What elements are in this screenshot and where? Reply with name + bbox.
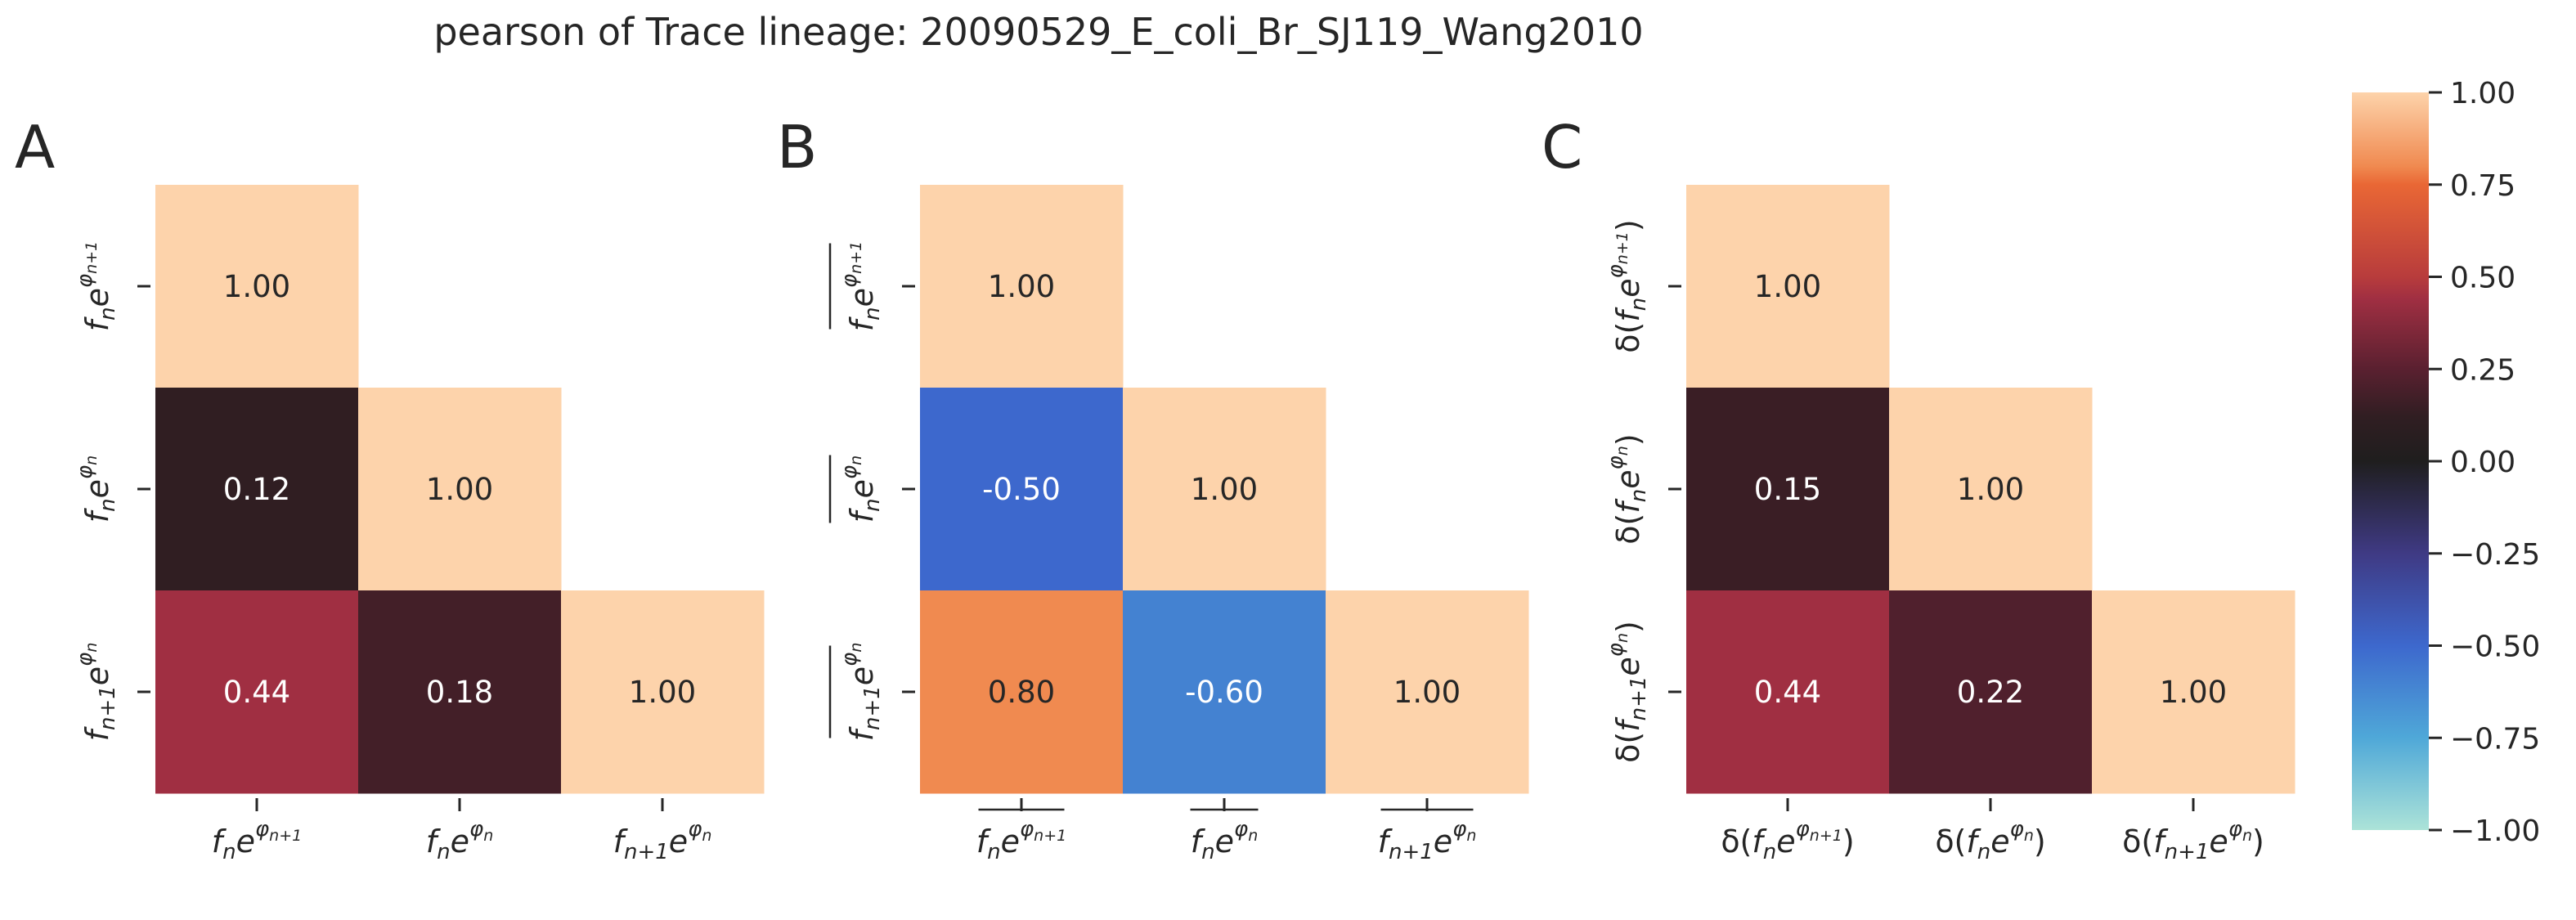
- heatmap-cell: [155, 185, 359, 388]
- svg-text:fneφn+1: fneφn+1: [837, 241, 885, 331]
- heatmap-cell: [1326, 590, 1529, 794]
- cell-value-label: 0.12: [223, 472, 290, 507]
- heatmap-cell: [1889, 590, 2093, 794]
- y-tick-label: fneφn: [828, 455, 885, 523]
- heatmap-cell: [1889, 388, 2093, 591]
- heatmap-cell: [358, 590, 562, 794]
- colorbar-tick-label: −0.25: [2450, 538, 2540, 572]
- heatmap-cell: [920, 590, 1124, 794]
- panel-label: C: [1542, 113, 1582, 182]
- x-tick-label: fn+1eφn: [613, 817, 712, 864]
- x-tick-label: δ(fneφn+1): [1721, 817, 1854, 864]
- y-tick-label: fneφn+1: [73, 241, 120, 331]
- heatmap-cell: [1123, 388, 1326, 591]
- svg-text:fn+1eφn: fn+1eφn: [837, 643, 885, 742]
- cell-value-label: 1.00: [1754, 269, 1821, 304]
- heatmap-cell: [1686, 388, 1890, 591]
- y-tick-label: fneφn: [73, 456, 120, 523]
- cell-value-label: 1.00: [1393, 675, 1461, 710]
- heatmap-cell: [1686, 590, 1890, 794]
- svg-text:fn+1eφn: fn+1eφn: [73, 643, 120, 742]
- svg-text:δ(fneφn+1): δ(fneφn+1): [1721, 817, 1854, 864]
- cell-value-label: 1.00: [629, 675, 696, 710]
- colorbar-tick-label: 0.75: [2450, 169, 2515, 203]
- heatmap-cell: [2092, 590, 2296, 794]
- heatmap-cell: [920, 185, 1124, 388]
- cell-value-label: 0.15: [1754, 472, 1821, 507]
- x-tick-label: fneφn+1: [976, 808, 1066, 864]
- svg-text:δ(fn+1eφn): δ(fn+1eφn): [1604, 621, 1651, 763]
- heatmap-cell: [920, 388, 1124, 591]
- colorbar-tick-label: 0.50: [2450, 262, 2515, 295]
- cell-value-label: -0.50: [982, 472, 1061, 507]
- y-tick-label: fn+1eφn: [73, 643, 120, 742]
- cell-value-label: 1.00: [988, 269, 1055, 304]
- colorbar-tick-label: −0.50: [2450, 631, 2540, 664]
- cell-value-label: 1.00: [1191, 472, 1258, 507]
- heatmap-cell: [561, 590, 765, 794]
- heatmap-cell: [155, 590, 359, 794]
- svg-text:fneφn+1: fneφn+1: [73, 241, 120, 331]
- y-tick-label: δ(fneφn): [1604, 433, 1651, 544]
- svg-text:δ(fneφn): δ(fneφn): [1604, 433, 1651, 544]
- x-tick-label: fn+1eφn: [1378, 808, 1477, 864]
- heatmap-panel-c: C 1.00 0.15 1.00 0.44 0.22 1.00 δ(fneφn+1) δ(fne…: [1542, 113, 2296, 864]
- colorbar: 1.00 0.75 0.50 0.25 0.00 −0.25 −0.50 −0.75 −1.00: [2352, 77, 2540, 848]
- y-tick-label: δ(fn+1eφn): [1604, 621, 1651, 763]
- heatmap-cell: [1123, 590, 1326, 794]
- cell-value-label: 0.80: [988, 675, 1055, 710]
- colorbar-tick-label: 0.25: [2450, 353, 2515, 387]
- y-tick-label: fneφn+1: [828, 241, 885, 331]
- cell-value-label: 0.18: [426, 675, 493, 710]
- colorbar-tick-label: −1.00: [2450, 815, 2540, 848]
- x-tick-label: δ(fneφn): [1935, 817, 2045, 864]
- cell-value-label: 1.00: [1957, 472, 2024, 507]
- panel-label: A: [15, 113, 55, 182]
- svg-text:fn+1eφn: fn+1eφn: [1378, 817, 1477, 864]
- panel-label: B: [777, 113, 817, 182]
- cell-value-label: -0.60: [1185, 675, 1263, 710]
- x-tick-label: fneφn: [1190, 808, 1259, 864]
- heatmap-cell: [358, 388, 562, 591]
- svg-text:fneφn+1: fneφn+1: [212, 817, 302, 864]
- svg-text:δ(fn+1eφn): δ(fn+1eφn): [2122, 817, 2264, 864]
- cell-value-label: 1.00: [223, 269, 290, 304]
- colorbar-tick-label: 0.00: [2450, 446, 2515, 479]
- cell-value-label: 1.00: [2160, 675, 2227, 710]
- svg-text:fn+1eφn: fn+1eφn: [613, 817, 712, 864]
- svg-text:δ(fneφn+1): δ(fneφn+1): [1604, 219, 1651, 352]
- cell-value-label: 0.44: [1754, 675, 1821, 710]
- heatmap-panels: A 1.00 0.12 1.00 0.44 0.18 1.00 fneφn+1 fneφn fn+…: [15, 113, 2296, 864]
- colorbar-tick-label: 1.00: [2450, 77, 2515, 110]
- svg-text:fneφn+1: fneφn+1: [976, 817, 1066, 864]
- x-tick-label: fneφn+1: [212, 817, 302, 864]
- cell-value-label: 1.00: [426, 472, 493, 507]
- colorbar-gradient: [2352, 92, 2429, 830]
- colorbar-tick-label: −0.75: [2450, 722, 2540, 756]
- heatmap-cell: [1686, 185, 1890, 388]
- cell-value-label: 0.44: [223, 675, 290, 710]
- svg-text:fneφn: fneφn: [837, 456, 885, 523]
- svg-text:fneφn: fneφn: [73, 456, 120, 523]
- heatmap-panel-a: A 1.00 0.12 1.00 0.44 0.18 1.00 fneφn+1 fneφn fn+…: [15, 113, 765, 864]
- svg-text:fneφn: fneφn: [1191, 817, 1258, 864]
- svg-text:fneφn: fneφn: [426, 817, 493, 864]
- cell-value-label: 0.22: [1957, 675, 2024, 710]
- figure-title: pearson of Trace lineage: 20090529_E_col…: [433, 10, 1643, 54]
- y-tick-label: fn+1eφn: [828, 643, 885, 742]
- heatmap-cell: [155, 388, 359, 591]
- y-tick-label: δ(fneφn+1): [1604, 219, 1651, 352]
- x-tick-label: fneφn: [426, 817, 493, 864]
- svg-text:δ(fneφn): δ(fneφn): [1935, 817, 2045, 864]
- heatmap-panel-b: B 1.00 -0.50 1.00 0.80 -0.60 1.00 fneφn+1 fneφn f…: [777, 113, 1529, 864]
- x-tick-label: δ(fn+1eφn): [2122, 817, 2264, 864]
